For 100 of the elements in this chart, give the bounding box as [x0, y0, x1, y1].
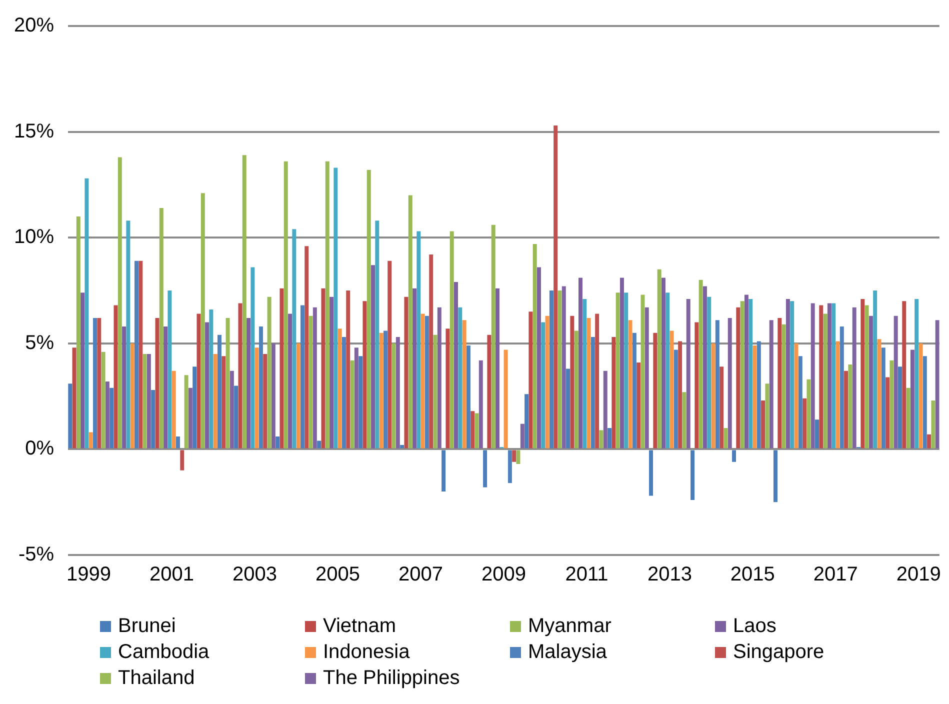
legend-label: Brunei [118, 614, 176, 639]
bar [578, 278, 582, 448]
bar [678, 341, 682, 448]
bar [873, 290, 878, 448]
bar [101, 352, 106, 448]
bar [420, 314, 425, 448]
bar [868, 316, 873, 448]
bar [508, 450, 512, 484]
y-tick-label: 0% [25, 438, 54, 460]
bar [192, 366, 197, 448]
bar [877, 339, 882, 448]
bar [267, 296, 272, 448]
bar [176, 436, 180, 448]
bar [661, 278, 666, 448]
bar [284, 161, 288, 448]
bar [532, 244, 537, 448]
bar [570, 316, 574, 448]
bar [312, 307, 317, 448]
bar [242, 155, 246, 448]
bar [200, 193, 205, 448]
bar [338, 328, 342, 448]
legend-label: Myanmar [528, 614, 612, 639]
bar [97, 318, 102, 448]
bar [159, 208, 164, 448]
x-tick-label: 1999 [66, 564, 112, 586]
bar [732, 450, 736, 462]
bar [886, 377, 890, 448]
bar [653, 332, 658, 448]
bar [238, 303, 242, 448]
bar [715, 320, 720, 448]
bar [541, 322, 546, 448]
bar [487, 334, 492, 448]
bar [778, 318, 782, 448]
bar [782, 324, 786, 448]
bar [134, 260, 138, 448]
bar [358, 356, 363, 448]
bar [690, 450, 695, 500]
bar [644, 307, 649, 448]
bar [852, 307, 856, 448]
bar [76, 216, 80, 448]
y-tick-label: -5% [18, 544, 54, 566]
bar [586, 318, 591, 448]
legend-label: Cambodia [118, 640, 210, 665]
bar [620, 278, 624, 448]
bar [205, 322, 210, 448]
bar [462, 320, 466, 448]
bar [823, 314, 828, 448]
bar [566, 368, 570, 448]
y-tick-label: 20% [14, 14, 54, 37]
x-tick-label: 2007 [398, 564, 443, 586]
bar [524, 394, 529, 448]
bar [450, 231, 454, 448]
bar [590, 337, 595, 448]
bar [927, 434, 932, 448]
bar [740, 301, 744, 448]
bar [263, 354, 268, 448]
bar [640, 294, 645, 448]
bar [894, 316, 898, 448]
bar [442, 450, 446, 492]
bar [383, 330, 388, 448]
bar [296, 343, 300, 448]
bar [151, 390, 156, 448]
bar [404, 296, 408, 448]
bar [362, 301, 367, 448]
bar [392, 343, 396, 448]
bar [317, 440, 322, 448]
bar [624, 292, 628, 448]
bar [860, 298, 865, 448]
bar [400, 444, 404, 448]
bar [558, 290, 562, 448]
bar [346, 290, 350, 448]
bar [670, 330, 674, 448]
bar [902, 301, 906, 448]
legend-label: Laos [733, 614, 776, 639]
bar [325, 161, 330, 448]
bar [110, 388, 114, 448]
bar [217, 334, 222, 448]
bar [694, 322, 699, 448]
bar [632, 332, 636, 448]
x-tick-label: 2001 [150, 564, 194, 586]
bar [595, 314, 600, 448]
bar [844, 370, 848, 448]
bar [458, 307, 462, 448]
bar [528, 312, 533, 448]
bar [536, 267, 541, 448]
bar [914, 298, 919, 448]
bar [416, 231, 421, 448]
bar [702, 286, 707, 448]
bar [164, 326, 168, 448]
bar [138, 260, 143, 448]
bar [649, 450, 654, 496]
bar [196, 314, 201, 448]
bar [724, 428, 728, 448]
bar [898, 366, 902, 448]
bar [234, 386, 238, 448]
bar [209, 310, 214, 448]
bar [890, 360, 894, 448]
x-tick-label: 2013 [647, 564, 692, 586]
legend-label: The Philippines [323, 666, 460, 691]
bar [321, 288, 326, 448]
